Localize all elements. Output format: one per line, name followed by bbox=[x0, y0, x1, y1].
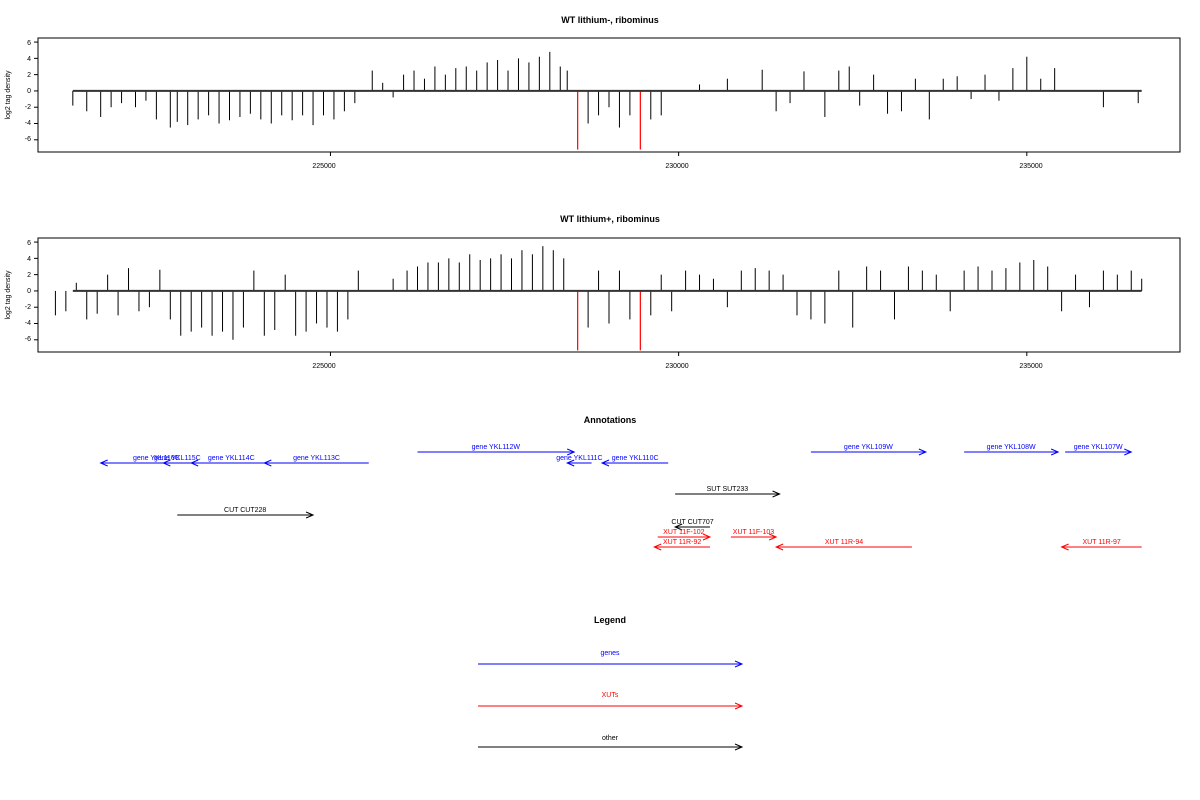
feature-label: XUT 11R-97 bbox=[1083, 539, 1121, 546]
y-axis-label: log2 tag density bbox=[5, 270, 12, 320]
feature-arrowhead bbox=[673, 523, 683, 531]
y-tick-labels: 6 4 2 0 -2 -4 -6 bbox=[25, 40, 31, 143]
annotation-feature: gene YKL111C bbox=[556, 455, 603, 467]
y-tick-label: 0 bbox=[27, 88, 31, 95]
annotation-feature: gene YKL112W bbox=[417, 444, 576, 456]
feature-arrowhead bbox=[774, 543, 784, 551]
plot-frame bbox=[37, 237, 1181, 353]
x-tick-label: 235000 bbox=[1019, 163, 1042, 170]
feature-arrowhead bbox=[702, 533, 712, 541]
y-axis-label: log2 tag density bbox=[5, 70, 12, 120]
legend-arrowhead-xuts bbox=[734, 702, 744, 710]
feature-label: SUT SUT233 bbox=[707, 486, 749, 493]
feature-arrowhead bbox=[565, 459, 575, 467]
feature-label: gene YKL112W bbox=[472, 444, 521, 451]
annotation-feature: gene YKL115C bbox=[154, 455, 201, 467]
annotation-feature: gene YKL113C bbox=[263, 455, 369, 467]
x-tick-label: 235000 bbox=[1019, 363, 1042, 370]
feature-label: XUT 11F-102 bbox=[663, 529, 704, 536]
feature-arrowhead bbox=[1050, 448, 1060, 456]
feature-arrowhead bbox=[652, 543, 662, 551]
legend-label-genes: genes bbox=[600, 650, 620, 657]
feature-label: gene YKL111C bbox=[556, 455, 602, 462]
feature-arrowhead bbox=[263, 459, 272, 467]
annotation-feature: gene YKL110C bbox=[600, 455, 669, 467]
y-tick-label: 4 bbox=[27, 56, 31, 63]
feature-arrowhead bbox=[600, 459, 610, 467]
feature-label: XUT 11F-103 bbox=[733, 529, 774, 536]
x-tick-label: 225000 bbox=[312, 163, 335, 170]
y-tick-label: 6 bbox=[27, 240, 31, 247]
y-tick-label: 2 bbox=[27, 72, 31, 79]
y-tick-label: -2 bbox=[25, 104, 31, 111]
y-tick-labels: 6 4 2 0 -2 -4 -6 bbox=[25, 240, 31, 343]
legend-arrowhead-other bbox=[734, 743, 744, 751]
feature-label: XUT 11R-94 bbox=[825, 539, 863, 546]
annotation-feature: CUT CUT228 bbox=[177, 507, 315, 519]
x-tick-labels: 225000 230000 235000 bbox=[312, 363, 1042, 370]
legend-label-xuts: XUTs bbox=[602, 692, 619, 699]
feature-label: gene YKL114C bbox=[208, 455, 255, 462]
annotation-feature: gene YKL114C bbox=[189, 455, 272, 467]
panel-lithium-minus: WT lithium-, ribominus log2 tag density … bbox=[5, 15, 1181, 170]
y-tick-label: -6 bbox=[25, 136, 31, 143]
feature-arrowhead bbox=[1124, 448, 1133, 456]
annotation-feature: CUT CUT707 bbox=[671, 519, 714, 531]
feature-arrowhead bbox=[162, 459, 171, 467]
feature-label: CUT CUT228 bbox=[224, 507, 266, 514]
data-bars bbox=[34, 41, 1142, 156]
feature-label: gene YKL109W bbox=[844, 444, 893, 451]
legend-title: Legend bbox=[594, 615, 626, 625]
annotation-feature: gene YKL107W bbox=[1065, 444, 1133, 456]
y-tick-label: 2 bbox=[27, 272, 31, 279]
legend-label-other: other bbox=[602, 735, 619, 742]
x-tick-labels: 225000 230000 235000 bbox=[312, 163, 1042, 170]
feature-label: gene YKL107W bbox=[1074, 444, 1123, 451]
feature-label: XUT 11R-92 bbox=[663, 539, 701, 546]
feature-label: gene YKL116C bbox=[133, 455, 180, 462]
feature-arrowhead bbox=[189, 459, 199, 467]
feature-arrowhead bbox=[99, 459, 108, 467]
annotation-feature: XUT 11F-102 bbox=[657, 529, 712, 541]
panel-title: WT lithium+, ribominus bbox=[560, 214, 660, 224]
feature-arrowhead bbox=[305, 511, 315, 519]
y-tick-label: -6 bbox=[25, 336, 31, 343]
y-tick-label: 6 bbox=[27, 40, 31, 47]
panel-title: WT lithium-, ribominus bbox=[561, 15, 659, 25]
feature-label: gene YKL113C bbox=[293, 455, 340, 462]
data-bars bbox=[34, 241, 1143, 356]
annotation-feature: XUT 11F-103 bbox=[730, 529, 778, 541]
y-tick-label: -4 bbox=[25, 320, 31, 327]
panel-lithium-plus: WT lithium+, ribominus log2 tag density … bbox=[5, 214, 1181, 370]
annotation-feature: XUT 11R-97 bbox=[1060, 539, 1142, 551]
feature-label: gene YKL108W bbox=[987, 444, 1036, 451]
feature-label: CUT CUT707 bbox=[671, 519, 713, 526]
plot-frame bbox=[37, 37, 1181, 153]
x-tick-label: 230000 bbox=[665, 163, 688, 170]
annotation-feature: XUT 11R-94 bbox=[774, 539, 912, 551]
x-tick-label: 230000 bbox=[665, 363, 688, 370]
annotation-feature: XUT 11R-92 bbox=[652, 539, 710, 551]
annotations-title: Annotations bbox=[584, 415, 637, 425]
feature-arrowhead bbox=[566, 448, 576, 456]
legend: Legend genes XUTs other bbox=[478, 615, 744, 751]
feature-label: gene YKL115C bbox=[154, 455, 201, 462]
feature-label: gene YKL110C bbox=[612, 455, 659, 462]
feature-arrowhead bbox=[768, 533, 778, 541]
x-tick-label: 225000 bbox=[312, 363, 335, 370]
feature-arrowhead bbox=[918, 448, 928, 456]
y-tick-label: -2 bbox=[25, 304, 31, 311]
y-tick-label: 0 bbox=[27, 288, 31, 295]
y-tick-label: 4 bbox=[27, 256, 31, 263]
annotation-feature: gene YKL108W bbox=[964, 444, 1060, 456]
annotation-feature: gene YKL109W bbox=[810, 444, 928, 456]
feature-arrowhead bbox=[772, 490, 781, 498]
y-tick-label: -4 bbox=[25, 120, 31, 127]
legend-arrowhead-genes bbox=[734, 660, 744, 668]
annotation-feature: SUT SUT233 bbox=[675, 486, 781, 498]
feature-arrowhead bbox=[1060, 543, 1069, 551]
